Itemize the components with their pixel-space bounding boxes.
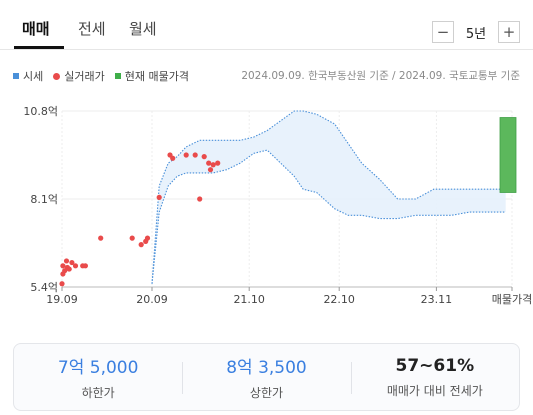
actual-deal-point xyxy=(63,258,70,264)
actual-deal-point xyxy=(66,266,72,272)
actual-deal-point xyxy=(170,155,176,161)
actual-deal-point xyxy=(215,160,221,166)
stat-label: 상한가 xyxy=(249,386,284,400)
legend-label: 실거래가 xyxy=(64,70,105,83)
y-tick-label: 8.1억 xyxy=(30,193,58,206)
x-tick-label: 19.09 xyxy=(46,293,78,306)
range-label: 5년 xyxy=(465,26,487,42)
stat-label: 매매가 대비 전세가 xyxy=(386,383,483,398)
tab-jeonse[interactable]: 전세 xyxy=(78,20,106,38)
legend-item-listing-price: 현재 매물가격 xyxy=(114,68,189,84)
range-decrease-button[interactable]: − xyxy=(432,21,454,43)
actual-deal-point xyxy=(144,235,151,241)
legend-dot-icon xyxy=(53,72,61,80)
x-tick-label: 22.10 xyxy=(323,293,355,306)
actual-deal-point xyxy=(206,160,212,166)
x-tick-label: 21.10 xyxy=(233,293,265,306)
actual-deal-point xyxy=(82,263,88,269)
legend-item-actual-deals: 실거래가 xyxy=(53,68,105,84)
tabs-divider xyxy=(0,49,533,50)
x-tick-label: 23.11 xyxy=(421,293,453,306)
legend-square-icon xyxy=(114,73,121,79)
actual-deal-point xyxy=(72,263,79,269)
active-tab-indicator xyxy=(14,46,64,49)
range-increase-button[interactable]: + xyxy=(498,21,520,43)
deal-type-tabs: 매매 전세 월세 − 5년 + xyxy=(0,0,533,50)
actual-deal-point xyxy=(192,152,198,158)
listing-price-bar xyxy=(499,117,517,193)
actual-deal-point xyxy=(156,194,162,200)
actual-deal-point xyxy=(59,281,65,287)
legend-item-market-price: 시세 xyxy=(13,68,43,84)
y-tick-label: 5.4억 xyxy=(30,281,58,294)
market-price-upper-line xyxy=(151,110,506,284)
stat-value: 57~61% xyxy=(395,355,475,376)
x-tick-label: 20.09 xyxy=(136,293,168,306)
actual-deal-point xyxy=(60,263,66,269)
chart-legend: 시세 실거래가 현재 매물가격 xyxy=(13,68,199,84)
legend-square-icon xyxy=(13,73,19,79)
stat-lower-price: 7억 5,000 하한가 xyxy=(14,344,182,410)
price-summary-card: 7억 5,000 하한가 8억 3,500 상한가 57~61% 매매가 대비 … xyxy=(13,343,520,411)
actual-deal-point xyxy=(138,242,144,248)
stat-value: 7억 5,000 xyxy=(57,358,139,378)
actual-deal-point xyxy=(197,196,203,202)
period-range-control: − 5년 + xyxy=(432,20,520,44)
data-source-note: 2024.09.09. 한국부동산원 기준 / 2024.09. 국토교통부 기… xyxy=(241,70,520,82)
stat-value: 8억 3,500 xyxy=(226,358,307,378)
stat-jeonse-ratio: 57~61% 매매가 대비 전세가 xyxy=(350,344,519,410)
y-tick-label: 10.8억 xyxy=(23,105,58,118)
actual-deal-point xyxy=(69,259,75,266)
actual-deal-point xyxy=(183,152,189,158)
market-price-band xyxy=(152,111,506,284)
actual-deal-point xyxy=(201,154,207,160)
legend-label: 시세 xyxy=(23,70,44,83)
stat-upper-price: 8억 3,500 상한가 xyxy=(182,344,350,410)
actual-deal-point xyxy=(210,162,216,168)
legend-label: 현재 매물가격 xyxy=(124,70,189,83)
stat-label: 하한가 xyxy=(81,386,115,400)
actual-deal-point xyxy=(129,235,135,241)
tab-monthly-rent[interactable]: 월세 xyxy=(129,20,157,38)
x-tick-label: 매물가격 xyxy=(492,293,532,306)
tab-sale[interactable]: 매매 xyxy=(22,20,50,38)
actual-deal-point xyxy=(207,167,214,173)
actual-deal-point xyxy=(98,235,104,241)
